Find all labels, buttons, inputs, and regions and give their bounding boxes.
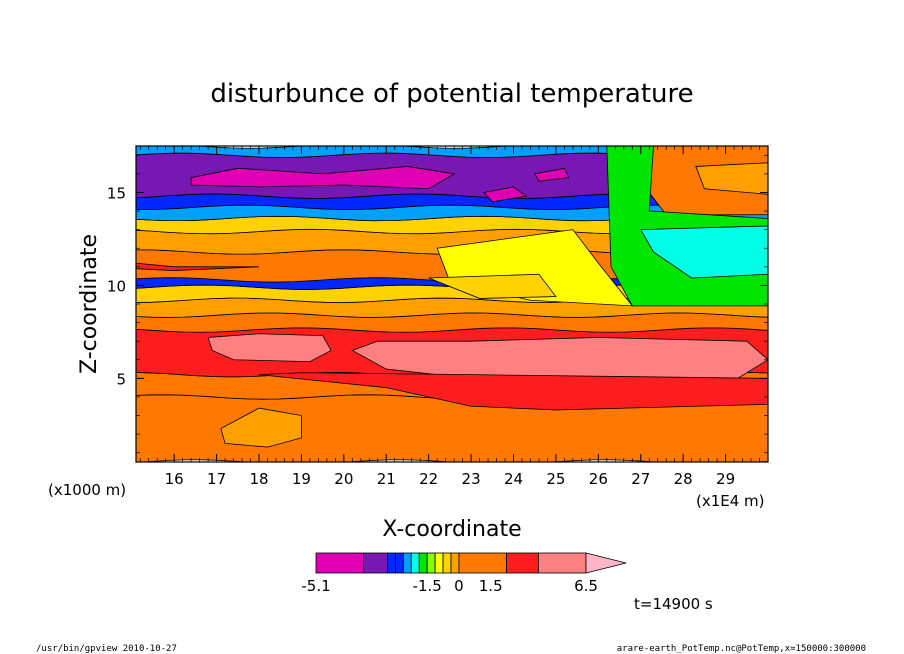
colorbar-swatch-3 [395,552,404,574]
colorbar-swatch-4 [402,552,412,574]
contour-region-orange-light-blob [220,407,302,448]
contour-plot-area: 16 17 18 19 20 21 22 23 24 25 26 27 28 29 5 10 15 [107,145,769,488]
contour-region-red-strip-left [136,262,260,271]
y-axis-ticks: 5 10 15 [107,154,768,454]
colorbar-swatch-1 [363,552,388,574]
colorbar-swatch-12 [506,552,539,574]
colorbar-swatch-0 [315,552,365,574]
colorbar-label-1.5: 1.5 [479,577,503,595]
colorbar-swatch-11 [458,552,507,574]
colorbar-label--1.5: -1.5 [413,577,442,595]
colorbar-swatch-6 [418,552,428,574]
colorbar-swatch-2 [387,552,396,574]
chart-title: disturbunce of potential temperature [210,79,693,109]
x-tick-label-29: 29 [716,470,735,488]
contour-region-right-orange-core [695,162,768,195]
x-tick-label-18: 18 [249,470,268,488]
y-axis-label: Z-coordinate [77,234,102,374]
x-tick-label-26: 26 [589,470,608,488]
x-tick-label-20: 20 [334,470,353,488]
y-tick-label-5: 5 [116,370,126,388]
colorbar-label-6.5: 6.5 [574,577,598,595]
colorbar-swatch-8 [434,552,444,574]
footer-right: arare-earth_PotTemp.nc@PotTemp,x=150000:… [617,644,866,654]
footer-left: /usr/bin/gpview 2010-10-27 [36,644,177,654]
colorbar-label-0: 0 [454,577,464,595]
x-tick-label-16: 16 [165,470,184,488]
contour-region-core-magenta-mid [483,186,528,203]
colorbar-swatch-7 [426,552,436,574]
x-tick-label-21: 21 [377,470,396,488]
colorbar-label--5.1: -5.1 [301,577,330,595]
x-axis-ticks: 16 17 18 19 20 21 22 23 24 25 26 27 28 29 [139,146,769,488]
time-label: t=14900 s [634,595,713,613]
contour-region-cyan-right [640,225,768,279]
y-tick-label-10: 10 [107,277,126,295]
x-unit-right-label: (x1E4 m) [696,492,765,510]
x-tick-label-24: 24 [504,470,523,488]
colorbar [315,552,627,574]
contour-region-pink-left [207,333,332,363]
x-axis-label: X-coordinate [382,517,521,542]
x-tick-label-23: 23 [462,470,481,488]
x-unit-left-label: (x1000 m) [48,481,126,499]
colorbar-swatch-10 [450,552,460,574]
colorbar-swatch-9 [442,552,452,574]
x-tick-label-25: 25 [546,470,565,488]
colorbar-arrow [585,552,627,574]
y-tick-label-15: 15 [107,184,126,202]
contour-region-red-bulge [258,372,768,411]
colorbar-labels: -5.1 -1.5 0 1.5 6.5 [301,577,598,595]
contour-band-3 [136,312,768,333]
contour-region-core-magenta-right [534,167,570,182]
x-tick-label-28: 28 [674,470,693,488]
x-tick-label-27: 27 [631,470,650,488]
colorbar-swatch-5 [410,552,420,574]
colorbar-swatch-13 [537,552,587,574]
x-tick-label-22: 22 [419,470,438,488]
contour-region-core-magenta-left [190,166,456,190]
x-tick-label-19: 19 [292,470,311,488]
contour-regions [136,146,768,448]
contour-region-yellow-lower [428,273,557,299]
x-tick-label-17: 17 [207,470,226,488]
